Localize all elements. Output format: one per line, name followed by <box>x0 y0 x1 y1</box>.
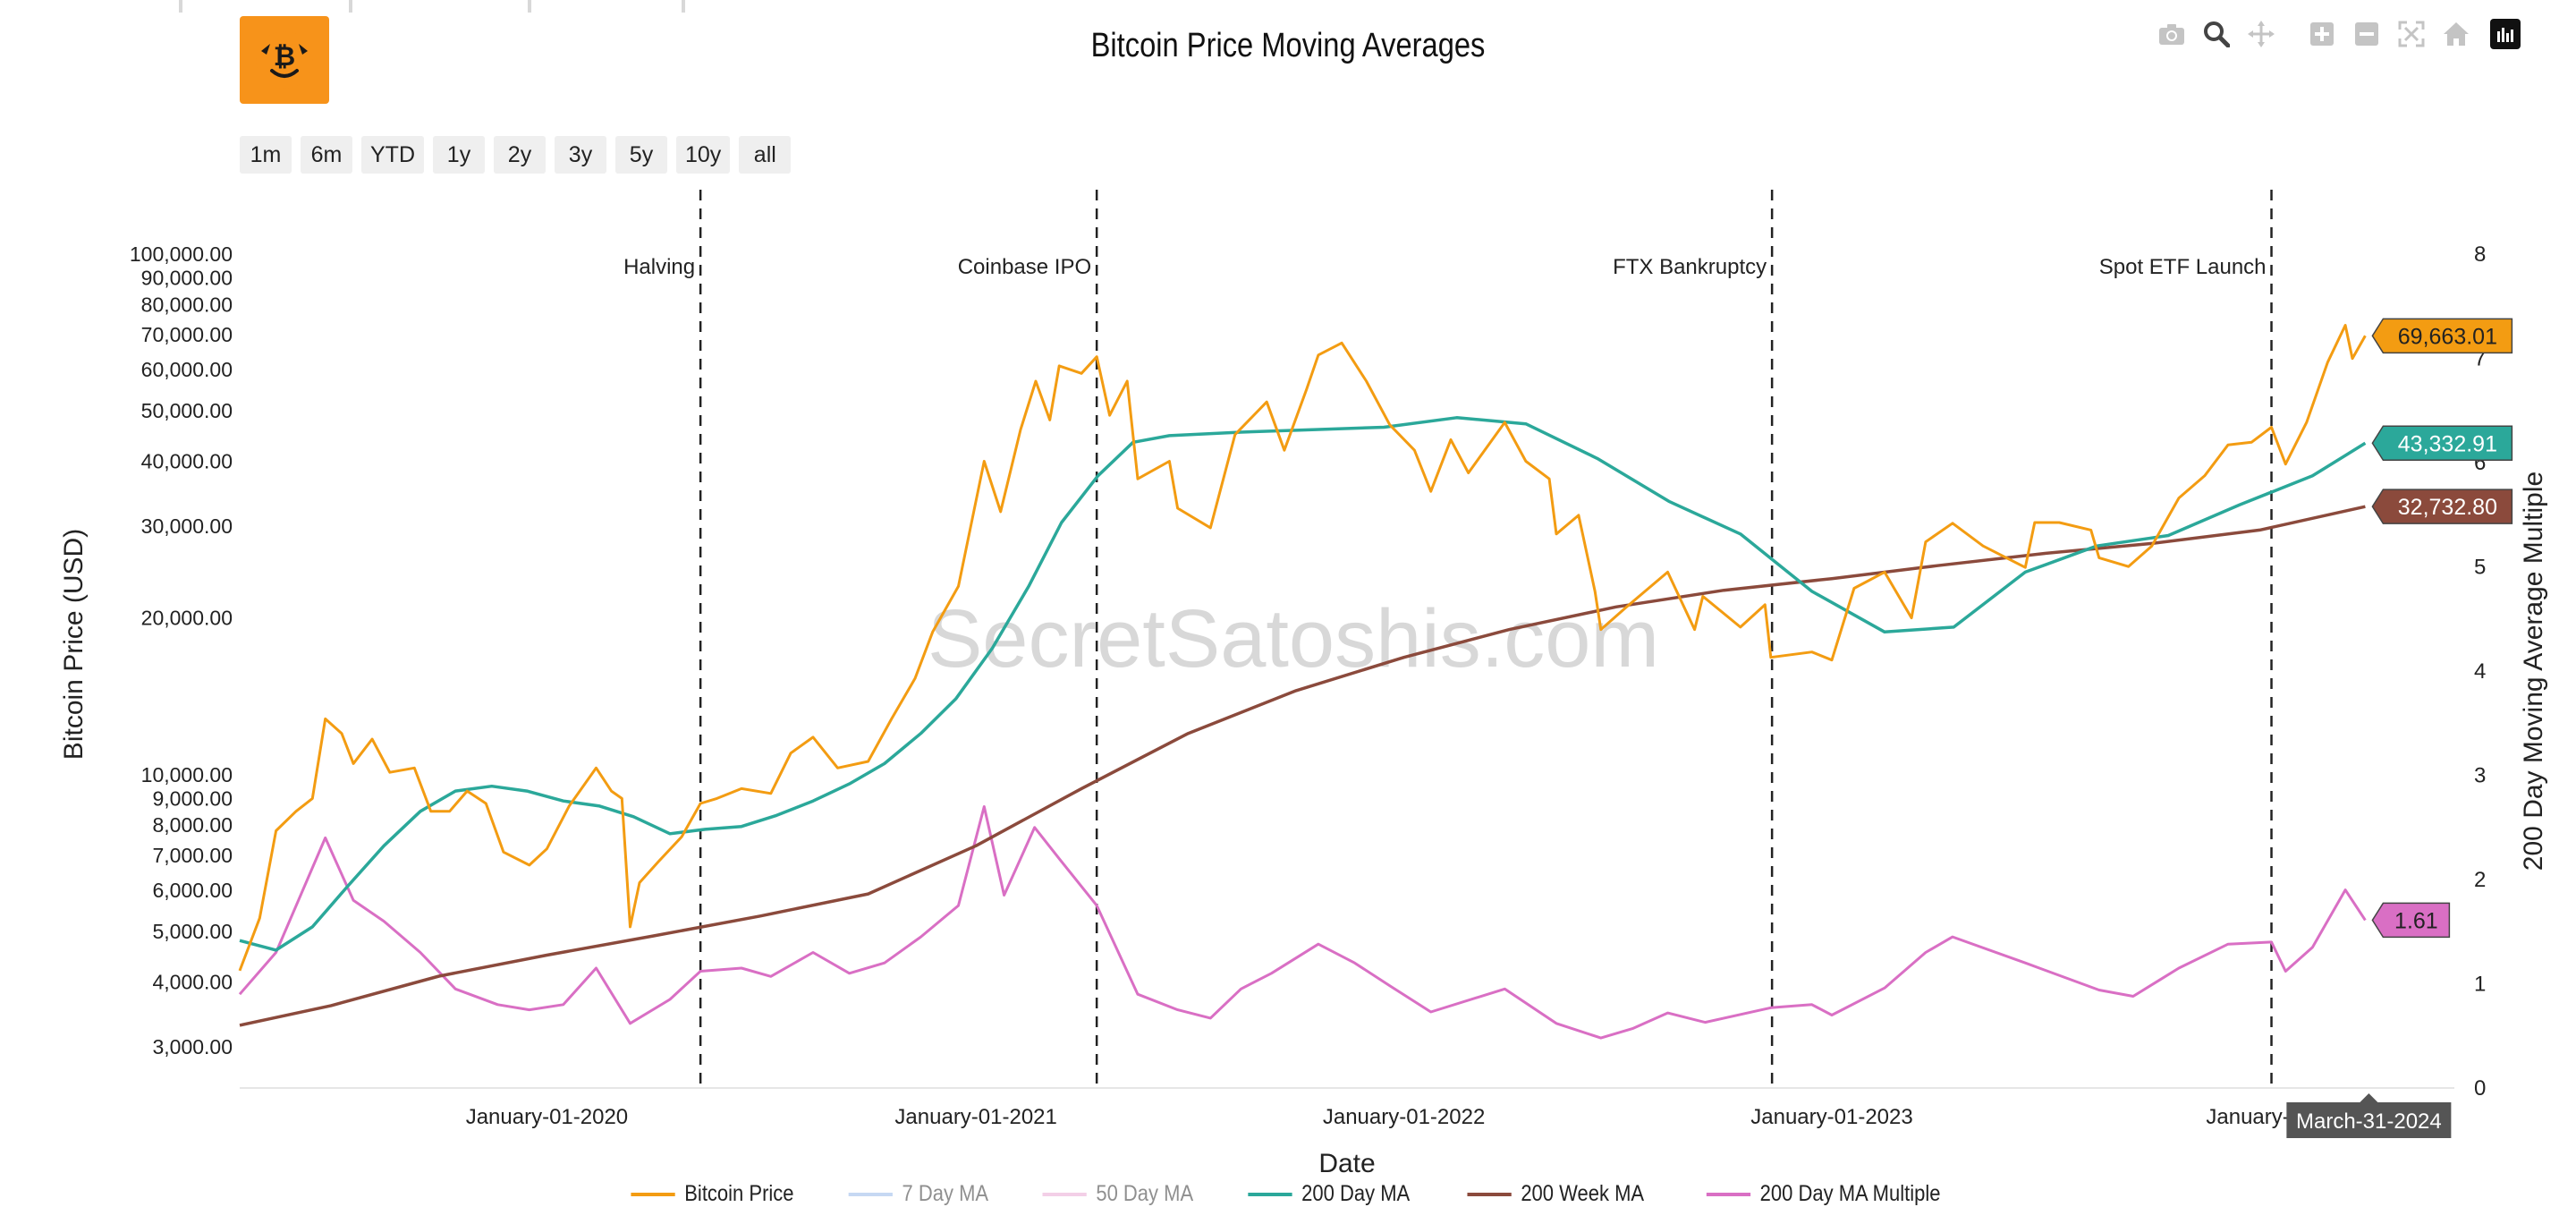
y-tick-label: 100,000.00 <box>130 242 233 266</box>
top-tab[interactable] <box>179 0 182 13</box>
legend-label: 7 Day MA <box>902 1181 989 1206</box>
y2-tick-label: 8 <box>2474 242 2486 267</box>
range-button-2y[interactable]: 2y <box>494 136 546 174</box>
x-tick-label: January-01-2020 <box>466 1105 628 1129</box>
y-tick-label: 5,000.00 <box>152 920 233 943</box>
top-tab[interactable] <box>528 0 531 13</box>
series-line-multiple[interactable] <box>238 805 2367 1040</box>
range-button-ytd[interactable]: YTD <box>361 136 424 174</box>
end-label-box <box>2371 425 2513 462</box>
y2-tick-label: 0 <box>2474 1076 2486 1101</box>
legend-swatch <box>1706 1192 1750 1196</box>
y-tick-label: 6,000.00 <box>152 879 233 902</box>
legend-item-ma200d[interactable]: 200 Day MA <box>1248 1181 1411 1207</box>
legend-label: 200 Day MA Multiple <box>1759 1181 1941 1206</box>
y-tick-label: 20,000.00 <box>141 607 233 630</box>
legend-item-multiple[interactable]: 200 Day MA Multiple <box>1706 1181 1940 1207</box>
range-button-6m[interactable]: 6m <box>301 136 352 174</box>
y-tick-label: 50,000.00 <box>141 399 233 422</box>
site-logo[interactable]: ₿ <box>240 16 329 104</box>
reset-axes-icon[interactable] <box>2440 18 2472 50</box>
plotly-logo-icon[interactable] <box>2490 19 2521 49</box>
x-axis-title: Date <box>1318 1149 1375 1178</box>
legend-swatch <box>631 1192 675 1196</box>
y-tick-label: 40,000.00 <box>141 450 233 473</box>
legend-item-price[interactable]: Bitcoin Price <box>631 1181 794 1207</box>
y-tick-label: 30,000.00 <box>141 514 233 538</box>
legend-item-ma50[interactable]: 50 Day MA <box>1042 1181 1193 1207</box>
zoom-in-icon[interactable] <box>2306 18 2338 50</box>
y-tick-label: 60,000.00 <box>141 358 233 381</box>
legend-label: Bitcoin Price <box>684 1181 794 1206</box>
legend-label: 50 Day MA <box>1096 1181 1193 1206</box>
series-line-price[interactable] <box>238 324 2367 972</box>
camera-icon[interactable] <box>2156 18 2188 50</box>
y-tick-label: 80,000.00 <box>141 293 233 316</box>
chart-title: Bitcoin Price Moving Averages <box>1090 27 1486 64</box>
y-tick-label: 9,000.00 <box>152 786 233 810</box>
y-tick-label: 3,000.00 <box>152 1035 233 1058</box>
series-line-ma200d[interactable] <box>239 416 2367 952</box>
y-tick-label: 4,000.00 <box>152 970 233 993</box>
legend-item-ma200w[interactable]: 200 Week MA <box>1467 1181 1645 1207</box>
legend-item-ma7[interactable]: 7 Day MA <box>848 1181 989 1207</box>
legend-swatch <box>848 1192 893 1196</box>
end-label: 43,332.91 <box>2398 431 2497 456</box>
autoscale-icon[interactable] <box>2395 18 2428 50</box>
y-tick-label: 70,000.00 <box>141 323 233 346</box>
y2-axis-title: 200 Day Moving Average Multiple <box>2519 472 2548 871</box>
legend-swatch <box>1467 1192 1512 1196</box>
legend: Bitcoin Price 7 Day MA 50 Day MA 200 Day MA… <box>0 1181 2576 1207</box>
event-label: Halving <box>623 255 695 279</box>
y2-tick-label: 2 <box>2474 868 2486 892</box>
pan-icon[interactable] <box>2245 18 2277 50</box>
x-tick-label: January-01-2021 <box>894 1105 1056 1129</box>
hover-date-box <box>2286 1093 2452 1138</box>
watermark: SecretSatoshis.com <box>928 593 1659 684</box>
legend-label: 200 Day MA <box>1301 1181 1411 1206</box>
y-tick-label: 7,000.00 <box>152 844 233 867</box>
x-tick-label: January-01-2023 <box>1750 1105 1912 1129</box>
y-tick-label: 10,000.00 <box>141 763 233 786</box>
event-label: Coinbase IPO <box>958 255 1091 279</box>
y-axis-title: Bitcoin Price (USD) <box>59 529 89 760</box>
legend-label: 200 Week MA <box>1521 1181 1645 1206</box>
svg-text:₿: ₿ <box>274 41 295 72</box>
event-label: Spot ETF Launch <box>2099 255 2267 279</box>
range-selector: 1m 6m YTD 1y 2y 3y 5y 10y all <box>240 136 792 174</box>
range-button-all[interactable]: all <box>739 136 792 174</box>
range-button-3y[interactable]: 3y <box>555 136 606 174</box>
y2-tick-label: 1 <box>2474 973 2486 997</box>
zoom-icon[interactable] <box>2200 18 2233 50</box>
hover-date-label: March-31-2024 <box>2296 1109 2442 1134</box>
y2-tick-label: 3 <box>2474 764 2486 788</box>
legend-swatch <box>1248 1192 1293 1196</box>
end-label-box <box>2371 489 2513 524</box>
range-button-1m[interactable]: 1m <box>240 136 292 174</box>
legend-swatch <box>1042 1192 1087 1196</box>
event-label: FTX Bankruptcy <box>1613 255 1767 279</box>
series-line-ma200w[interactable] <box>239 505 2366 1027</box>
end-label: 32,732.80 <box>2398 495 2497 520</box>
zoom-out-icon[interactable] <box>2351 18 2383 50</box>
end-label-box <box>2371 902 2451 939</box>
end-label: 1.61 <box>2394 908 2438 933</box>
y-tick-label: 90,000.00 <box>141 267 233 290</box>
range-button-1y[interactable]: 1y <box>433 136 485 174</box>
top-tab[interactable] <box>349 0 352 13</box>
x-tick-label: January-01-2022 <box>1323 1105 1485 1129</box>
range-button-10y[interactable]: 10y <box>676 136 731 174</box>
modebar <box>2156 18 2521 50</box>
y2-tick-label: 4 <box>2474 659 2486 684</box>
top-tab[interactable] <box>682 0 685 13</box>
y-tick-label: 8,000.00 <box>152 813 233 837</box>
end-label: 69,663.01 <box>2398 324 2497 349</box>
bitcoin-logo-icon: ₿ <box>256 31 313 89</box>
range-button-5y[interactable]: 5y <box>615 136 667 174</box>
y2-tick-label: 5 <box>2474 556 2486 580</box>
end-label-box <box>2371 318 2513 354</box>
